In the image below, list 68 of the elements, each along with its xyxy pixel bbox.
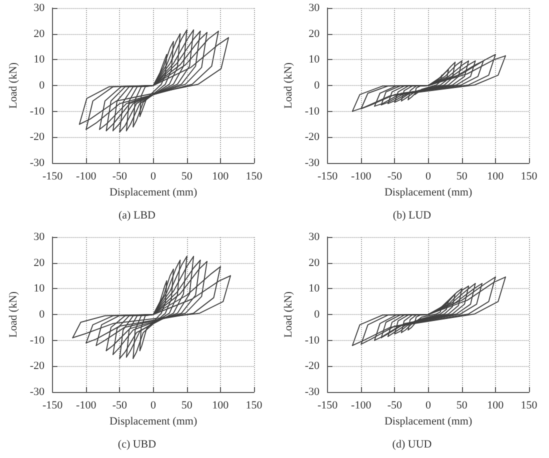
x-tick-label: -150: [42, 400, 64, 412]
y-tick-label: 0: [39, 80, 46, 92]
y-tick-label: -20: [30, 131, 46, 144]
x-tick-label: -100: [351, 400, 372, 412]
x-tick-label: -100: [76, 170, 97, 182]
y-tick-label: 20: [34, 256, 46, 269]
x-tick-label: -50: [387, 170, 403, 182]
text: (d) UUD: [392, 438, 432, 450]
x-tick-label: -50: [112, 400, 128, 412]
x-tick-label: 0: [426, 170, 432, 182]
y-tick-label: 30: [308, 231, 320, 243]
y-tick-label: 20: [308, 256, 320, 269]
y-tick-label: 10: [308, 54, 320, 66]
x-tick-label: -150: [317, 400, 338, 412]
y-tick-label: 0: [39, 308, 46, 320]
x-tick-label: -150: [317, 170, 338, 182]
y-tick-label: -20: [30, 360, 46, 372]
x-tick-label: 150: [246, 400, 263, 412]
x-axis-title: Displacement (mm): [109, 186, 198, 198]
y-tick-label: 20: [34, 28, 46, 40]
x-tick-label: 0: [150, 170, 157, 182]
y-tick-label: 30: [34, 2, 46, 14]
y-tick-label: 10: [308, 282, 320, 295]
x-tick-label: -50: [112, 170, 128, 182]
y-tick-label: -10: [304, 334, 320, 346]
y-tick-label: -30: [304, 386, 320, 398]
y-tick-label: 30: [308, 2, 320, 14]
x-tick-label: 50: [181, 170, 193, 182]
y-axis-title: Load (kN): [282, 62, 294, 109]
y-axis-title: Load (kN): [282, 291, 294, 338]
y-tick-label: -10: [304, 105, 320, 118]
y-tick-label: -20: [304, 131, 320, 144]
y-tick-label: -30: [30, 157, 46, 169]
x-tick-label: 100: [212, 170, 230, 182]
x-tick-label: 0: [426, 400, 432, 412]
x-tick-label: 100: [487, 170, 504, 182]
y-tick-label: 30: [34, 231, 46, 243]
x-tick-label: 0: [150, 400, 157, 412]
x-tick-label: 100: [212, 400, 230, 412]
x-tick-label: 50: [181, 400, 193, 412]
x-axis-title: Displacement (mm): [384, 415, 472, 428]
x-tick-label: -100: [76, 400, 97, 412]
x-axis-title: Displacement (mm): [384, 186, 472, 198]
y-tick-label: 0: [314, 308, 320, 320]
text: (c) UBD: [118, 438, 156, 450]
y-axis-title: Load (kN): [8, 62, 20, 109]
text: (b) LUD: [392, 210, 432, 222]
x-tick-label: 50: [456, 400, 468, 412]
y-axis-title: Load (kN): [8, 291, 20, 338]
x-axis-title: Displacement (mm): [109, 415, 198, 428]
x-tick-label: -150: [42, 170, 64, 182]
x-tick-label: 100: [487, 400, 504, 412]
y-tick-label: 20: [308, 28, 320, 40]
y-tick-label: 10: [34, 54, 46, 66]
x-tick-label: 150: [246, 170, 263, 182]
y-tick-label: 10: [34, 282, 46, 295]
y-tick-label: -10: [30, 334, 46, 346]
y-tick-label: -20: [304, 360, 320, 372]
y-tick-label: 0: [314, 80, 320, 92]
text: (a) LBD: [118, 210, 156, 222]
y-tick-label: -10: [30, 105, 46, 118]
x-tick-label: -50: [387, 400, 403, 412]
y-tick-label: -30: [30, 386, 46, 398]
x-tick-label: 150: [520, 400, 538, 412]
x-tick-label: 150: [520, 170, 538, 182]
y-tick-label: -30: [304, 157, 320, 169]
x-tick-label: 50: [456, 170, 468, 182]
x-tick-label: -100: [351, 170, 372, 182]
